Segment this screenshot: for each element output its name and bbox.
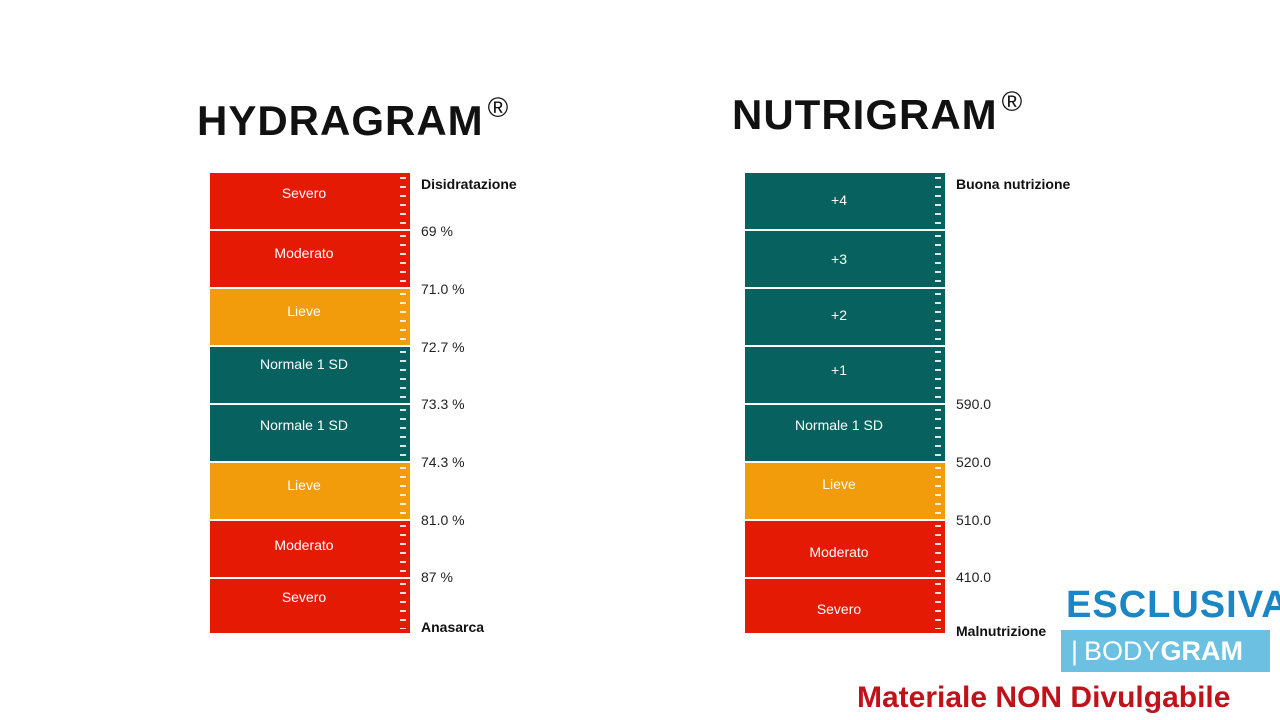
hydragram-segment-ticks <box>400 583 406 629</box>
nutrigram-top-label: Buona nutrizione <box>956 176 1071 192</box>
hydragram-segment: Severo <box>210 579 410 635</box>
nutrigram-segment-ticks <box>935 583 941 629</box>
nutrigram-segment: +1 <box>745 347 945 405</box>
hydragram-segment-label: Severo <box>281 185 327 201</box>
hydragram-segment-ticks <box>400 235 406 283</box>
confidential-footer: Materiale NON Divulgabile <box>857 681 1231 714</box>
nutrigram-segment-label: +3 <box>831 251 847 267</box>
hydragram-segment: Moderato <box>210 521 410 579</box>
hydragram-segment-ticks <box>400 177 406 225</box>
hydragram-segment: Normale 1 SD <box>210 405 410 463</box>
nutrigram-segment-ticks <box>935 351 941 399</box>
hydragram-segment: Normale 1 SD <box>210 347 410 405</box>
hydragram-segment-ticks <box>400 351 406 399</box>
nutrigram-title-text: NUTRIGRAM <box>732 91 998 138</box>
nutrigram-title: NUTRIGRAM ® <box>732 86 1023 139</box>
nutrigram-segment-ticks <box>935 467 941 515</box>
nutrigram-segment-ticks <box>935 409 941 457</box>
nutrigram-segment-label: +2 <box>831 307 847 323</box>
nutrigram-segment: Moderato <box>745 521 945 579</box>
nutrigram-scale: +4 +3 +2 +1 Normale 1 SD Lieve Moderato Severo <box>745 173 945 635</box>
nutrigram-segment: +3 <box>745 231 945 289</box>
logo-body: BODY <box>1084 635 1161 666</box>
hydragram-threshold-label: 87 % <box>421 569 453 585</box>
hydragram-segment: Lieve <box>210 463 410 521</box>
nutrigram-segment-ticks <box>935 525 941 573</box>
hydragram-segment: Moderato <box>210 231 410 289</box>
nutrigram-segment-ticks <box>935 235 941 283</box>
hydragram-registered-mark: ® <box>487 92 510 123</box>
nutrigram-segment-label: +1 <box>831 362 847 378</box>
bodygram-logo: | BODY GRAM <box>1061 630 1270 672</box>
hydragram-threshold-label: 81.0 % <box>421 512 465 528</box>
hydragram-top-label: Disidratazione <box>421 176 517 192</box>
esclusiva-label: ESCLUSIVA <box>1066 584 1280 626</box>
nutrigram-segment-label: Normale 1 SD <box>795 417 883 433</box>
hydragram-segment: Severo <box>210 173 410 231</box>
hydragram-segment-ticks <box>400 409 406 457</box>
hydragram-threshold-label: 74.3 % <box>421 454 465 470</box>
nutrigram-threshold-label: 410.0 <box>956 569 992 585</box>
hydragram-segment-label: Normale 1 SD <box>260 356 348 372</box>
hydragram-segment-ticks <box>400 293 406 341</box>
hydragram-threshold-label: 71.0 % <box>421 281 465 297</box>
hydragram-segment-label: Normale 1 SD <box>260 417 348 433</box>
nutrigram-segment: Severo <box>745 579 945 635</box>
nutrigram-segment-ticks <box>935 177 941 225</box>
nutrigram-segment: Lieve <box>745 463 945 521</box>
hydragram-segment-label: Moderato <box>274 537 334 553</box>
hydragram-threshold-label: 69 % <box>421 223 453 239</box>
nutrigram-segment: +2 <box>745 289 945 347</box>
nutrigram-segment-label: Lieve <box>822 476 856 492</box>
nutrigram-threshold-label: 590.0 <box>956 396 992 412</box>
nutrigram-segment-label: Moderato <box>809 544 869 560</box>
nutrigram-segment: +4 <box>745 173 945 231</box>
hydragram-segment-ticks <box>400 525 406 573</box>
hydragram-segment-ticks <box>400 467 406 515</box>
logo-gram: GRAM <box>1160 635 1244 666</box>
logo-bar: | <box>1071 635 1079 666</box>
nutrigram-segment-label: +4 <box>831 192 847 208</box>
hydragram-segment-label: Lieve <box>287 303 321 319</box>
hydragram-threshold-label: 73.3 % <box>421 396 465 412</box>
hydragram-title: HYDRAGRAM ® <box>197 92 509 145</box>
nutrigram-bottom-label: Malnutrizione <box>956 623 1047 639</box>
hydragram-segment-label: Lieve <box>287 477 321 493</box>
hydragram-title-text: HYDRAGRAM <box>197 97 484 144</box>
hydragram-threshold-label: 72.7 % <box>421 339 465 355</box>
nutrigram-segment: Normale 1 SD <box>745 405 945 463</box>
nutrigram-threshold-label: 510.0 <box>956 512 992 528</box>
nutrigram-segment-label: Severo <box>816 601 862 617</box>
hydragram-segment: Lieve <box>210 289 410 347</box>
nutrigram-segment-ticks <box>935 293 941 341</box>
hydragram-bottom-label: Anasarca <box>421 619 485 635</box>
nutrigram-threshold-label: 520.0 <box>956 454 992 470</box>
hydragram-scale: Severo Moderato Lieve Normale 1 SD Normale 1… <box>210 173 410 635</box>
nutrigram-registered-mark: ® <box>1001 86 1024 117</box>
hydragram-segment-label: Severo <box>281 589 327 605</box>
hydragram-segment-label: Moderato <box>274 245 334 261</box>
